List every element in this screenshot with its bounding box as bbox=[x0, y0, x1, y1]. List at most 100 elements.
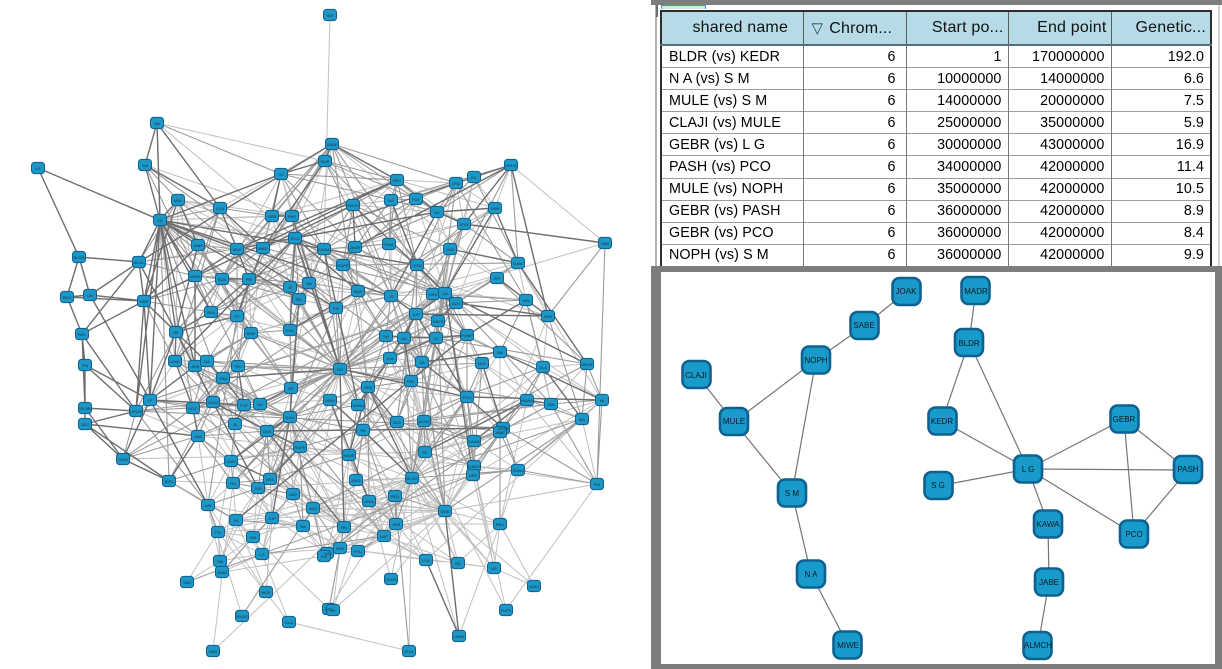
svg-text:PVU: PVU bbox=[286, 328, 294, 333]
svg-text:JUP: JUP bbox=[268, 516, 276, 521]
svg-text:NSS: NSS bbox=[266, 477, 275, 482]
svg-text:ALMC: ALMC bbox=[133, 260, 144, 265]
svg-text:JEIB: JEIB bbox=[392, 522, 401, 527]
svg-text:SM: SM bbox=[497, 350, 503, 355]
svg-text:KED: KED bbox=[325, 607, 333, 612]
svg-text:ISL: ISL bbox=[471, 175, 478, 180]
svg-text:AUS: AUS bbox=[309, 506, 318, 511]
svg-text:GEB: GEB bbox=[364, 385, 373, 390]
svg-text:SWE: SWE bbox=[440, 509, 449, 514]
svg-text:PSI: PSI bbox=[321, 554, 327, 559]
svg-text:RAS: RAS bbox=[354, 289, 363, 294]
svg-text:BLDR: BLDR bbox=[407, 476, 418, 481]
svg-text:LFUI: LFUI bbox=[452, 181, 461, 186]
svg-text:SUNU: SUNU bbox=[352, 403, 363, 408]
svg-text:UNNI: UNNI bbox=[325, 398, 335, 403]
svg-text:UAB: UAB bbox=[601, 241, 610, 246]
svg-text:OWI: OWI bbox=[446, 247, 454, 252]
svg-text:OWI: OWI bbox=[263, 429, 271, 434]
svg-text:UN: UN bbox=[87, 293, 93, 298]
svg-text:PSI: PSI bbox=[333, 306, 339, 311]
svg-text:JOR: JOR bbox=[254, 486, 262, 491]
svg-text:JOAK: JOAK bbox=[896, 287, 918, 296]
svg-text:NSS: NSS bbox=[429, 292, 438, 297]
svg-text:LF: LF bbox=[148, 398, 153, 403]
svg-text:PAN: PAN bbox=[544, 314, 552, 319]
svg-text:RE: RE bbox=[173, 330, 179, 335]
svg-text:SGO: SGO bbox=[189, 406, 198, 411]
svg-text:FUFS: FUFS bbox=[501, 608, 512, 613]
svg-text:NOP: NOP bbox=[321, 159, 330, 164]
svg-text:BLDR: BLDR bbox=[958, 339, 980, 348]
svg-text:PVU: PVU bbox=[354, 549, 362, 554]
svg-text:MUL: MUL bbox=[478, 361, 487, 366]
svg-text:FUF: FUF bbox=[412, 197, 420, 202]
svg-text:KAWA: KAWA bbox=[318, 247, 330, 252]
svg-text:SUN: SUN bbox=[218, 277, 227, 282]
svg-text:NX: NX bbox=[257, 402, 263, 407]
svg-text:KAWA: KAWA bbox=[521, 398, 533, 403]
svg-text:MA: MA bbox=[579, 417, 585, 422]
svg-text:JAB: JAB bbox=[547, 402, 555, 407]
svg-text:THAL: THAL bbox=[285, 415, 296, 420]
svg-text:CLAJI: CLAJI bbox=[685, 371, 707, 380]
svg-text:PCO: PCO bbox=[291, 236, 300, 241]
svg-text:GEB: GEB bbox=[209, 649, 218, 654]
svg-text:N A: N A bbox=[805, 570, 819, 579]
svg-text:JEP: JEP bbox=[493, 276, 501, 281]
svg-text:NA: NA bbox=[300, 524, 306, 529]
svg-text:CLA: CLA bbox=[285, 620, 293, 625]
svg-text:REU: REU bbox=[496, 522, 505, 527]
svg-text:JOAK: JOAK bbox=[217, 570, 228, 575]
svg-text:GEB: GEB bbox=[268, 214, 277, 219]
svg-text:REG: REG bbox=[63, 295, 72, 300]
svg-text:PAS: PAS bbox=[288, 214, 296, 219]
svg-text:SM: SM bbox=[142, 163, 148, 168]
svg-text:GAW: GAW bbox=[226, 459, 236, 464]
svg-text:GAW: GAW bbox=[513, 261, 523, 266]
svg-text:URUG: URUG bbox=[505, 163, 517, 168]
svg-text:SUNU: SUNU bbox=[512, 468, 523, 473]
svg-text:IUN: IUN bbox=[523, 298, 530, 303]
svg-text:NA: NA bbox=[154, 121, 160, 126]
svg-text:JABE: JABE bbox=[193, 243, 203, 248]
svg-text:NX: NX bbox=[434, 210, 440, 215]
svg-text:UR: UR bbox=[491, 566, 497, 571]
svg-text:SA: SA bbox=[419, 360, 425, 365]
svg-text:LFU: LFU bbox=[422, 558, 430, 563]
svg-text:NA: NA bbox=[388, 198, 394, 203]
svg-text:JABE: JABE bbox=[1039, 578, 1059, 587]
svg-text:PA: PA bbox=[233, 518, 238, 523]
svg-text:NO: NO bbox=[337, 367, 343, 372]
svg-text:SGOS: SGOS bbox=[385, 577, 397, 582]
svg-text:TRL: TRL bbox=[340, 525, 348, 530]
svg-text:NA: NA bbox=[401, 336, 407, 341]
svg-text:PIE: PIE bbox=[246, 277, 253, 282]
svg-text:NA: NA bbox=[324, 551, 330, 556]
svg-text:RUPE: RUPE bbox=[294, 445, 305, 450]
svg-text:IUN: IUN bbox=[205, 503, 212, 508]
svg-text:S G: S G bbox=[931, 481, 945, 490]
svg-text:MIWE: MIWE bbox=[344, 453, 355, 458]
svg-text:UU: UU bbox=[442, 291, 448, 296]
svg-text:SRA: SRA bbox=[219, 376, 228, 381]
svg-text:JEUL: JEUL bbox=[404, 649, 415, 654]
svg-text:S M: S M bbox=[785, 489, 800, 498]
svg-text:UAB: UAB bbox=[194, 434, 203, 439]
svg-text:PASH: PASH bbox=[1177, 465, 1198, 474]
svg-text:JO: JO bbox=[278, 172, 283, 177]
svg-text:RUPE: RUPE bbox=[337, 263, 348, 268]
svg-text:NADI: NADI bbox=[208, 400, 218, 405]
svg-text:KEDR: KEDR bbox=[931, 417, 953, 426]
svg-text:JEPL: JEPL bbox=[164, 479, 174, 484]
svg-text:NX: NX bbox=[330, 608, 336, 613]
svg-text:ISL: ISL bbox=[455, 561, 462, 566]
svg-text:BLDR: BLDR bbox=[74, 255, 85, 260]
svg-text:MI: MI bbox=[600, 398, 604, 403]
svg-text:JEIB: JEIB bbox=[191, 364, 200, 369]
svg-text:MIW: MIW bbox=[233, 247, 241, 252]
svg-text:JA: JA bbox=[233, 422, 238, 427]
svg-text:SABE: SABE bbox=[327, 142, 338, 147]
svg-text:LG: LG bbox=[433, 336, 438, 341]
svg-text:ALMCH: ALMCH bbox=[467, 464, 481, 469]
